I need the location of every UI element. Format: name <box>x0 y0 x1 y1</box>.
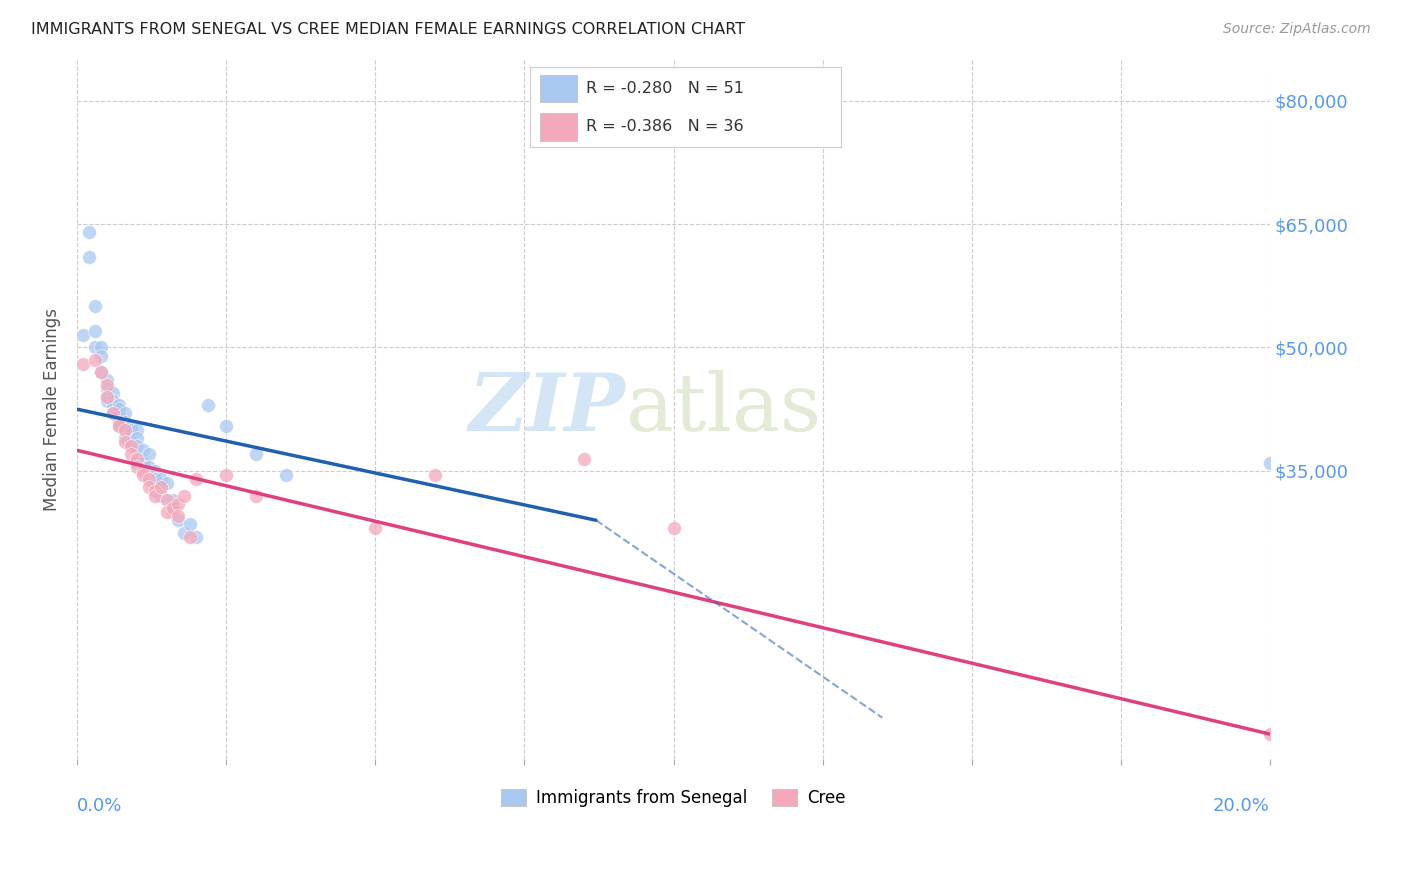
Point <box>90 365 112 379</box>
Point <box>125 431 148 445</box>
Point <box>197 398 219 412</box>
Point <box>125 459 148 474</box>
Point <box>114 435 136 450</box>
Legend: Immigrants from Senegal, Cree: Immigrants from Senegal, Cree <box>495 782 852 814</box>
Point <box>149 472 172 486</box>
Point <box>96 382 118 396</box>
Point <box>186 472 208 486</box>
Point <box>84 299 107 313</box>
Point <box>114 415 136 429</box>
Point <box>101 394 124 409</box>
Point <box>1258 727 1281 741</box>
Point <box>101 406 124 420</box>
Point <box>108 415 131 429</box>
Point <box>120 447 142 461</box>
Point <box>108 402 131 417</box>
Point <box>143 472 166 486</box>
Point <box>108 418 131 433</box>
Point <box>186 530 208 544</box>
Point <box>155 476 177 491</box>
Text: 0.0%: 0.0% <box>77 797 122 815</box>
Point <box>72 357 94 371</box>
Point <box>90 349 112 363</box>
Y-axis label: Median Female Earnings: Median Female Earnings <box>44 308 60 511</box>
Point <box>572 451 595 466</box>
Point <box>173 489 195 503</box>
Point <box>125 439 148 453</box>
Point <box>149 480 172 494</box>
Point <box>120 418 142 433</box>
Text: Source: ZipAtlas.com: Source: ZipAtlas.com <box>1223 22 1371 37</box>
Point <box>114 406 136 420</box>
Point <box>101 406 124 420</box>
Point <box>143 484 166 499</box>
Point <box>125 423 148 437</box>
Text: atlas: atlas <box>626 370 821 448</box>
Point <box>162 500 184 515</box>
Point <box>84 324 107 338</box>
Point <box>131 456 153 470</box>
Point <box>84 352 107 367</box>
Point <box>96 377 118 392</box>
Text: 20.0%: 20.0% <box>1213 797 1270 815</box>
Point <box>155 505 177 519</box>
Point <box>108 398 131 412</box>
Point <box>108 410 131 425</box>
Point <box>167 497 190 511</box>
Point <box>662 521 685 535</box>
Point <box>1258 456 1281 470</box>
Point <box>114 423 136 437</box>
Point <box>120 435 142 450</box>
Point <box>245 489 267 503</box>
Point <box>131 464 153 478</box>
Point <box>167 513 190 527</box>
Point <box>125 451 148 466</box>
Point <box>155 492 177 507</box>
Point <box>77 250 100 264</box>
Point <box>108 418 131 433</box>
Point <box>245 447 267 461</box>
Point <box>96 373 118 387</box>
Point <box>364 521 387 535</box>
Point <box>96 394 118 409</box>
Point <box>101 385 124 400</box>
Text: IMMIGRANTS FROM SENEGAL VS CREE MEDIAN FEMALE EARNINGS CORRELATION CHART: IMMIGRANTS FROM SENEGAL VS CREE MEDIAN F… <box>31 22 745 37</box>
Point <box>143 489 166 503</box>
Point <box>114 431 136 445</box>
Point <box>149 489 172 503</box>
Point <box>72 328 94 343</box>
Point <box>131 443 153 458</box>
Point <box>90 365 112 379</box>
Point <box>138 472 160 486</box>
Point <box>77 225 100 239</box>
Point <box>120 439 142 453</box>
Point <box>167 509 190 524</box>
Point <box>120 423 142 437</box>
Point <box>138 480 160 494</box>
Point <box>179 530 201 544</box>
Point <box>173 525 195 540</box>
Point <box>125 456 148 470</box>
Point <box>215 468 238 483</box>
Point <box>131 468 153 483</box>
Point <box>138 459 160 474</box>
Point <box>423 468 446 483</box>
Point <box>96 390 118 404</box>
Point <box>274 468 297 483</box>
Point <box>90 341 112 355</box>
Point <box>138 447 160 461</box>
Point <box>162 492 184 507</box>
Point <box>96 390 118 404</box>
Point <box>162 505 184 519</box>
Point <box>84 341 107 355</box>
Point <box>143 464 166 478</box>
Text: ZIP: ZIP <box>470 370 626 448</box>
Point <box>179 517 201 532</box>
Point <box>101 398 124 412</box>
Point <box>215 418 238 433</box>
